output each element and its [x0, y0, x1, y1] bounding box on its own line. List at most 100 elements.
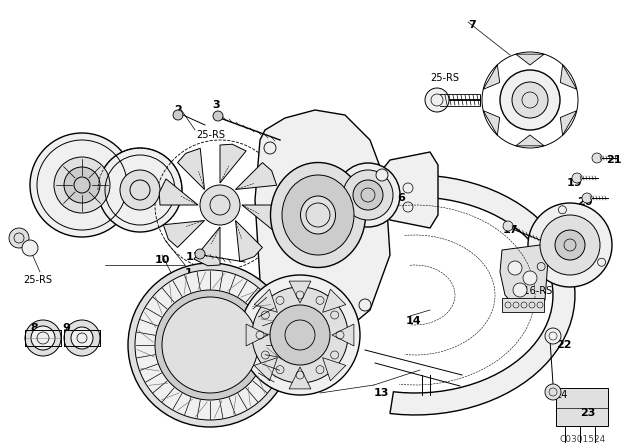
Polygon shape: [516, 54, 544, 65]
Polygon shape: [177, 148, 204, 190]
Circle shape: [376, 169, 388, 181]
Polygon shape: [254, 358, 277, 381]
Polygon shape: [332, 324, 354, 346]
Circle shape: [545, 328, 561, 344]
Text: 4: 4: [302, 228, 309, 238]
Circle shape: [264, 142, 276, 154]
Circle shape: [64, 320, 100, 356]
Polygon shape: [516, 135, 544, 146]
Polygon shape: [289, 281, 311, 303]
Circle shape: [425, 88, 449, 112]
Circle shape: [508, 261, 522, 275]
Circle shape: [512, 82, 548, 118]
Circle shape: [252, 287, 348, 383]
Circle shape: [592, 153, 602, 163]
Circle shape: [343, 170, 393, 220]
Text: 21: 21: [606, 155, 621, 165]
Text: 3: 3: [212, 100, 220, 110]
Text: 17: 17: [503, 225, 518, 235]
Circle shape: [200, 185, 240, 225]
Polygon shape: [390, 175, 575, 415]
Circle shape: [503, 221, 513, 231]
Polygon shape: [382, 152, 438, 228]
Polygon shape: [500, 245, 548, 312]
Text: 6: 6: [397, 193, 405, 203]
Circle shape: [54, 157, 110, 213]
Circle shape: [9, 228, 29, 248]
Circle shape: [270, 305, 330, 365]
Polygon shape: [560, 111, 577, 135]
Text: 1: 1: [185, 268, 193, 278]
Circle shape: [173, 110, 183, 120]
Polygon shape: [254, 289, 277, 312]
Polygon shape: [236, 163, 276, 190]
Polygon shape: [255, 110, 390, 335]
Polygon shape: [289, 367, 311, 389]
Polygon shape: [323, 358, 346, 381]
Circle shape: [162, 297, 258, 393]
Circle shape: [135, 270, 285, 420]
Circle shape: [213, 111, 223, 121]
Circle shape: [359, 299, 371, 311]
Text: 20: 20: [577, 197, 593, 207]
Text: 15: 15: [510, 265, 522, 275]
Text: 12: 12: [218, 360, 234, 370]
Ellipse shape: [271, 163, 365, 267]
Circle shape: [523, 271, 537, 285]
Text: 18: 18: [572, 245, 584, 255]
Polygon shape: [236, 220, 262, 262]
Circle shape: [262, 302, 274, 314]
Circle shape: [582, 193, 592, 203]
Text: 8: 8: [30, 323, 38, 333]
Polygon shape: [246, 324, 268, 346]
Circle shape: [353, 180, 383, 210]
Circle shape: [120, 170, 160, 210]
Circle shape: [22, 240, 38, 256]
Circle shape: [240, 275, 360, 395]
Circle shape: [500, 70, 560, 130]
Text: 11-: 11-: [186, 252, 206, 262]
Circle shape: [64, 167, 100, 203]
Text: 23: 23: [580, 408, 595, 418]
Text: 9: 9: [62, 323, 70, 333]
Text: 22: 22: [556, 340, 572, 350]
Text: 7: 7: [468, 20, 476, 30]
Circle shape: [555, 230, 585, 260]
Text: 13: 13: [374, 388, 389, 398]
Circle shape: [30, 133, 134, 237]
Text: 24: 24: [555, 390, 568, 400]
Circle shape: [128, 263, 292, 427]
Text: -16-RS: -16-RS: [521, 286, 553, 296]
Circle shape: [540, 215, 600, 275]
Text: 2: 2: [174, 105, 182, 115]
Text: 25-RS: 25-RS: [430, 73, 459, 83]
Bar: [502, 298, 544, 312]
Circle shape: [98, 148, 182, 232]
Text: 25-RS: 25-RS: [23, 275, 52, 285]
Polygon shape: [159, 179, 198, 205]
Ellipse shape: [282, 175, 354, 255]
Polygon shape: [163, 220, 204, 247]
Text: C0301524: C0301524: [560, 435, 606, 444]
Polygon shape: [220, 144, 246, 183]
Circle shape: [31, 326, 55, 350]
Bar: [556, 388, 608, 426]
Text: 5: 5: [354, 195, 362, 205]
Circle shape: [71, 327, 93, 349]
Polygon shape: [194, 227, 220, 266]
Text: 10: 10: [155, 255, 170, 265]
Ellipse shape: [301, 196, 335, 234]
Circle shape: [336, 163, 400, 227]
Polygon shape: [483, 111, 500, 135]
Circle shape: [528, 203, 612, 287]
Circle shape: [25, 320, 61, 356]
Polygon shape: [560, 65, 577, 89]
Text: 14: 14: [406, 316, 422, 326]
Text: 25-RS: 25-RS: [196, 130, 225, 140]
Polygon shape: [483, 65, 500, 89]
Text: 19: 19: [567, 178, 582, 188]
Polygon shape: [242, 205, 281, 231]
Polygon shape: [323, 289, 346, 312]
Circle shape: [545, 384, 561, 400]
Circle shape: [195, 249, 205, 259]
